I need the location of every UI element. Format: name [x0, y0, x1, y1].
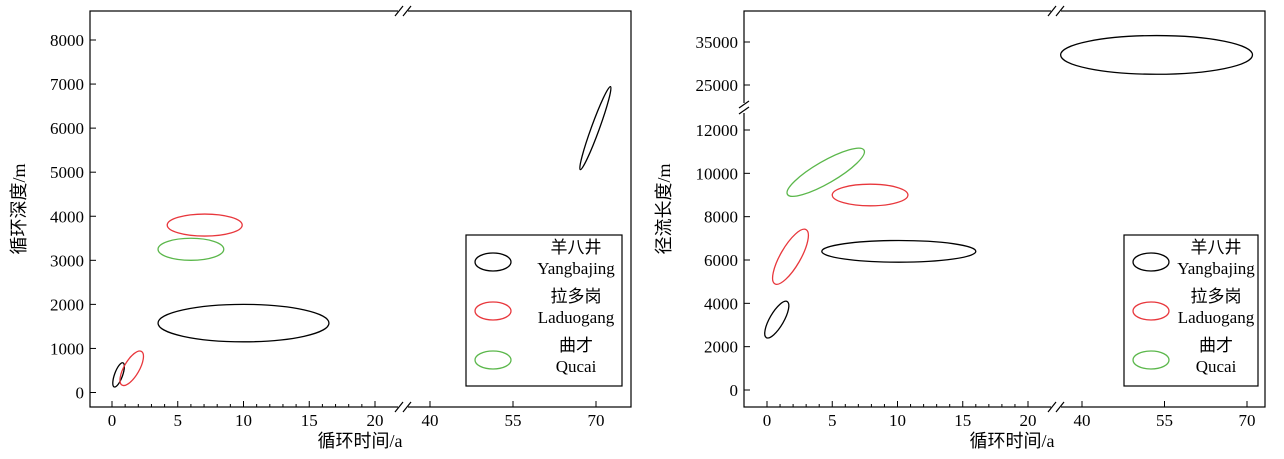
- x-tick-label: 20: [367, 411, 384, 430]
- series-1: [112, 85, 612, 388]
- data-ellipse: [821, 239, 977, 263]
- y-tick-label: 25000: [696, 76, 739, 95]
- plot-frame: [743, 10, 1266, 408]
- x-axis-title: 循环时间/a: [970, 431, 1055, 451]
- x-break-mark: [394, 401, 404, 413]
- y-tick-label: 3000: [50, 251, 84, 270]
- x-tick-label: 20: [1020, 411, 1037, 430]
- data-ellipse: [786, 147, 866, 197]
- legend-label-en: Yangbajing: [1177, 259, 1255, 278]
- x-tick-label: 0: [763, 411, 772, 430]
- x-tick-label: 55: [1156, 411, 1173, 430]
- y-tick-label: 1000: [50, 339, 84, 358]
- series-2: [119, 213, 243, 387]
- x-break-mark: [402, 401, 412, 413]
- series-3: [157, 237, 225, 261]
- x-tick-label: 55: [505, 411, 522, 430]
- legend-swatch: [1132, 350, 1170, 370]
- y-tick-label: 6000: [50, 119, 84, 138]
- legend-label-cn: 羊八井: [1191, 238, 1242, 257]
- y-break-mark: [738, 100, 750, 109]
- x-tick-label: 10: [889, 411, 906, 430]
- legend: 羊八井 Yangbajing 拉多岗 Laduogang 曲才 Qucai: [465, 234, 623, 387]
- data-ellipse: [764, 300, 790, 339]
- data-ellipse: [579, 85, 612, 171]
- x-tick-label: 0: [108, 411, 117, 430]
- x-tick-label: 70: [588, 411, 605, 430]
- y-tick-label: 35000: [696, 33, 739, 52]
- legend-label-en: Qucai: [1196, 357, 1237, 376]
- data-ellipse: [771, 228, 810, 285]
- x-tick-label: 5: [174, 411, 183, 430]
- y-tick-label: 8000: [50, 31, 84, 50]
- y-tick-label: 8000: [704, 208, 738, 227]
- series-3: [786, 147, 866, 197]
- legend-label-cn: 曲才: [1199, 336, 1233, 355]
- x-tick-label: 5: [828, 411, 837, 430]
- legend-swatch: [474, 301, 512, 321]
- data-ellipse: [157, 303, 330, 343]
- y-tick-label: 6000: [704, 251, 738, 270]
- x-break-mark: [394, 5, 404, 17]
- legend-label-en: Laduogang: [538, 308, 615, 327]
- legend-label-en: Yangbajing: [537, 259, 615, 278]
- chart-panel-1: 0 5 10 15 20 40 55 70 0 1000 2000 3000 4000 5000 6000 7…: [9, 5, 632, 451]
- plot-frame: [89, 10, 632, 408]
- legend-label-cn: 曲才: [559, 336, 593, 355]
- x-break-mark: [1055, 5, 1065, 17]
- series-1: [764, 34, 1254, 339]
- legend-label-en: Laduogang: [1178, 308, 1255, 327]
- y-tick-label: 4000: [704, 294, 738, 313]
- x-break-mark: [1047, 5, 1057, 17]
- y-tick-label: 0: [730, 381, 739, 400]
- legend: 羊八井 Yangbajing 拉多岗 Laduogang 曲才 Qucai: [1123, 234, 1259, 387]
- chart-panel-2: 0 5 10 15 20 40 55 70 0 2000 4000 6000 8000 10000 1200…: [654, 5, 1266, 451]
- x-tick-label: 70: [1239, 411, 1256, 430]
- y-axis-title: 径流长度/m: [654, 163, 674, 254]
- x-break-mark: [402, 5, 412, 17]
- legend-swatch: [474, 252, 512, 272]
- y-tick-label: 12000: [696, 121, 739, 140]
- y-tick-label: 4000: [50, 207, 84, 226]
- y-tick-label: 7000: [50, 75, 84, 94]
- legend-label-cn: 拉多岗: [1191, 287, 1242, 306]
- data-ellipse: [119, 350, 145, 387]
- y-tick-label: 2000: [704, 338, 738, 357]
- data-ellipse: [1059, 34, 1254, 75]
- x-tick-label: 15: [954, 411, 971, 430]
- data-ellipse: [831, 183, 909, 207]
- data-ellipse: [166, 213, 243, 237]
- data-ellipse: [157, 237, 225, 261]
- x-tick-label: 10: [235, 411, 252, 430]
- data-ellipse: [112, 362, 126, 388]
- y-tick-label: 0: [76, 384, 85, 403]
- x-tick-label: 40: [1074, 411, 1091, 430]
- x-tick-label: 40: [422, 411, 439, 430]
- legend-swatch: [474, 350, 512, 370]
- y-tick-label: 2000: [50, 295, 84, 314]
- legend-label-en: Qucai: [556, 357, 597, 376]
- x-break-mark: [1055, 401, 1065, 413]
- series-2: [771, 183, 909, 285]
- x-break-mark: [1047, 401, 1057, 413]
- legend-label-cn: 拉多岗: [551, 287, 602, 306]
- legend-box: [465, 234, 623, 387]
- x-axis-title: 循环时间/a: [318, 431, 403, 451]
- legend-label-cn: 羊八井: [551, 238, 602, 257]
- y-tick-label: 5000: [50, 163, 84, 182]
- legend-swatch: [1132, 301, 1170, 321]
- legend-box: [1123, 234, 1259, 387]
- x-tick-label: 15: [301, 411, 318, 430]
- y-axis-title: 循环深度/m: [9, 163, 29, 254]
- legend-swatch: [1132, 252, 1170, 272]
- y-tick-label: 10000: [696, 164, 739, 183]
- y-break-mark: [738, 106, 750, 115]
